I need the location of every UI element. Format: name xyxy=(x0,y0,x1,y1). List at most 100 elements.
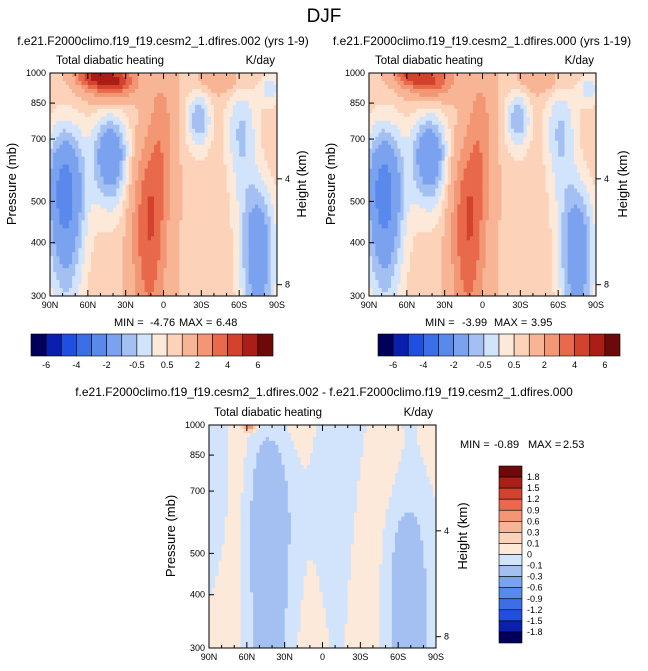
panel-1-ylabel-right: Height (km) xyxy=(294,150,309,217)
panel-1-min-value: -4.76 xyxy=(150,317,175,329)
panel-3-field xyxy=(209,425,436,648)
y-tick-label: 300 xyxy=(190,643,205,653)
y-tick-label: 700 xyxy=(190,486,205,496)
colorbar-label: 6 xyxy=(255,360,260,370)
colorbar-label: 0.6 xyxy=(527,516,540,526)
x-tick-label: 30N xyxy=(276,652,293,662)
y-right-tick-label: 8 xyxy=(285,280,290,290)
colorbar-box xyxy=(589,333,606,357)
colorbar-label: 0.1 xyxy=(527,538,540,548)
panel-3-title: f.e21.F2000climo.f19_f19.cesm2_1.dfires.… xyxy=(75,385,573,399)
y-tick-label: 300 xyxy=(350,291,365,301)
colorbar-box xyxy=(468,333,485,357)
colorbar-box xyxy=(498,587,523,600)
panel-2-min-value: -3.99 xyxy=(462,317,487,329)
y-tick-label: 300 xyxy=(31,291,46,301)
colorbar-label: -0.6 xyxy=(527,583,543,593)
colorbar-label: 2 xyxy=(542,360,547,370)
colorbar-box xyxy=(604,333,621,357)
colorbar-box xyxy=(91,333,107,357)
panel-1-ylabel: Pressure (mb) xyxy=(4,143,19,225)
colorbar-box xyxy=(227,333,244,357)
y-right-tick-label: 8 xyxy=(604,280,609,290)
panel-1-max-label: MAX = xyxy=(179,317,212,329)
x-tick-label: 90S xyxy=(588,300,604,310)
colorbar-label: 2 xyxy=(195,360,200,370)
colorbar-box xyxy=(30,333,47,357)
colorbar-box xyxy=(423,333,439,357)
y-tick-label: 500 xyxy=(190,548,205,558)
panel-2-field xyxy=(369,73,596,296)
x-tick-label: 60N xyxy=(80,300,97,310)
colorbar-label: 1.8 xyxy=(527,472,540,482)
panel-2-ylabel: Pressure (mb) xyxy=(323,143,338,225)
colorbar-label: 0.9 xyxy=(527,505,540,515)
colorbar-box xyxy=(392,333,409,357)
colorbar-label: 0.5 xyxy=(508,360,521,370)
colorbar-label: 0.3 xyxy=(527,527,540,537)
colorbar-box xyxy=(242,333,259,357)
colorbar-box xyxy=(45,333,62,357)
colorbar-label: -0.3 xyxy=(527,572,543,582)
colorbar-box xyxy=(121,333,138,357)
panel-2-min-label: MIN = xyxy=(425,317,455,329)
panel-3-ylabel: Pressure (mb) xyxy=(163,495,178,577)
colorbar-box xyxy=(453,333,470,357)
colorbar-box xyxy=(498,543,523,555)
colorbar-label: 0.5 xyxy=(161,360,174,370)
colorbar-label: -2 xyxy=(450,360,458,370)
x-tick-label: 0 xyxy=(480,300,485,310)
colorbar-label: -0.5 xyxy=(129,360,145,370)
y-tick-label: 850 xyxy=(190,450,205,460)
panel-3: f.e21.F2000climo.f19_f19.cesm2_1.dfires.… xyxy=(75,385,584,662)
panel-1-axes: 90N 60N 30N 0 30S 60S 90S 300 400 500 700 850 1000 8 4 xyxy=(26,68,290,310)
colorbar-box xyxy=(438,333,454,357)
colorbar-label: 1.5 xyxy=(527,483,540,493)
y-tick-label: 1000 xyxy=(26,68,46,78)
colorbar-label: -4 xyxy=(72,360,80,370)
colorbar-label: -1.5 xyxy=(527,616,543,626)
panel-2-minmax: MIN = -3.99 MAX = 3.95 xyxy=(425,317,552,329)
y-tick-label: 850 xyxy=(31,98,46,108)
y-tick-label: 400 xyxy=(31,238,46,248)
colorbar-box xyxy=(498,609,523,622)
colorbar-box xyxy=(60,333,77,357)
colorbar-label: 0 xyxy=(527,550,532,560)
y-tick-label: 850 xyxy=(350,98,365,108)
y-tick-label: 400 xyxy=(190,590,205,600)
x-tick-label: 0 xyxy=(161,300,166,310)
x-tick-label: 90N xyxy=(201,652,218,662)
x-tick-label: 30N xyxy=(436,300,453,310)
colorbar-box xyxy=(498,476,523,489)
panel-1: f.e21.F2000climo.f19_f19.cesm2_1.dfires.… xyxy=(4,34,309,370)
colorbar-box xyxy=(498,333,515,357)
colorbar-box xyxy=(76,333,92,357)
panel-2-right-string: K/day xyxy=(565,55,595,67)
x-tick-label: 30S xyxy=(352,652,368,662)
colorbar-label: 1.2 xyxy=(527,494,540,504)
page-title: DJF xyxy=(307,6,342,27)
panel-2-title: f.e21.F2000climo.f19_f19.cesm2_1.dfires.… xyxy=(333,34,631,48)
colorbar-label: -1.2 xyxy=(527,605,543,615)
x-tick-label: 0 xyxy=(320,652,325,662)
x-tick-label: 60N xyxy=(399,300,416,310)
panel-3-minmax: MIN = -0.89 MAX = 2.53 xyxy=(460,439,584,451)
panel-3-right-string: K/day xyxy=(404,407,434,419)
panel-1-right-string: K/day xyxy=(246,55,276,67)
colorbar-box xyxy=(498,576,523,588)
panel-1-max-value: 6.48 xyxy=(216,317,237,329)
colorbar-box xyxy=(498,565,523,577)
colorbar-box xyxy=(544,333,560,357)
colorbar-box xyxy=(181,333,198,357)
colorbar-box xyxy=(377,333,394,357)
panel-3-min-label: MIN = xyxy=(460,439,490,451)
colorbar-label: -6 xyxy=(389,360,397,370)
panel-3-max-value: 2.53 xyxy=(563,439,584,451)
colorbar-box xyxy=(498,598,523,611)
y-right-tick-label: 4 xyxy=(604,174,609,184)
panel-1-title: f.e21.F2000climo.f19_f19.cesm2_1.dfires.… xyxy=(17,34,308,48)
colorbar-box xyxy=(559,333,575,357)
colorbar-box xyxy=(498,554,523,566)
x-tick-label: 60S xyxy=(390,652,406,662)
colorbar-box xyxy=(257,333,274,357)
